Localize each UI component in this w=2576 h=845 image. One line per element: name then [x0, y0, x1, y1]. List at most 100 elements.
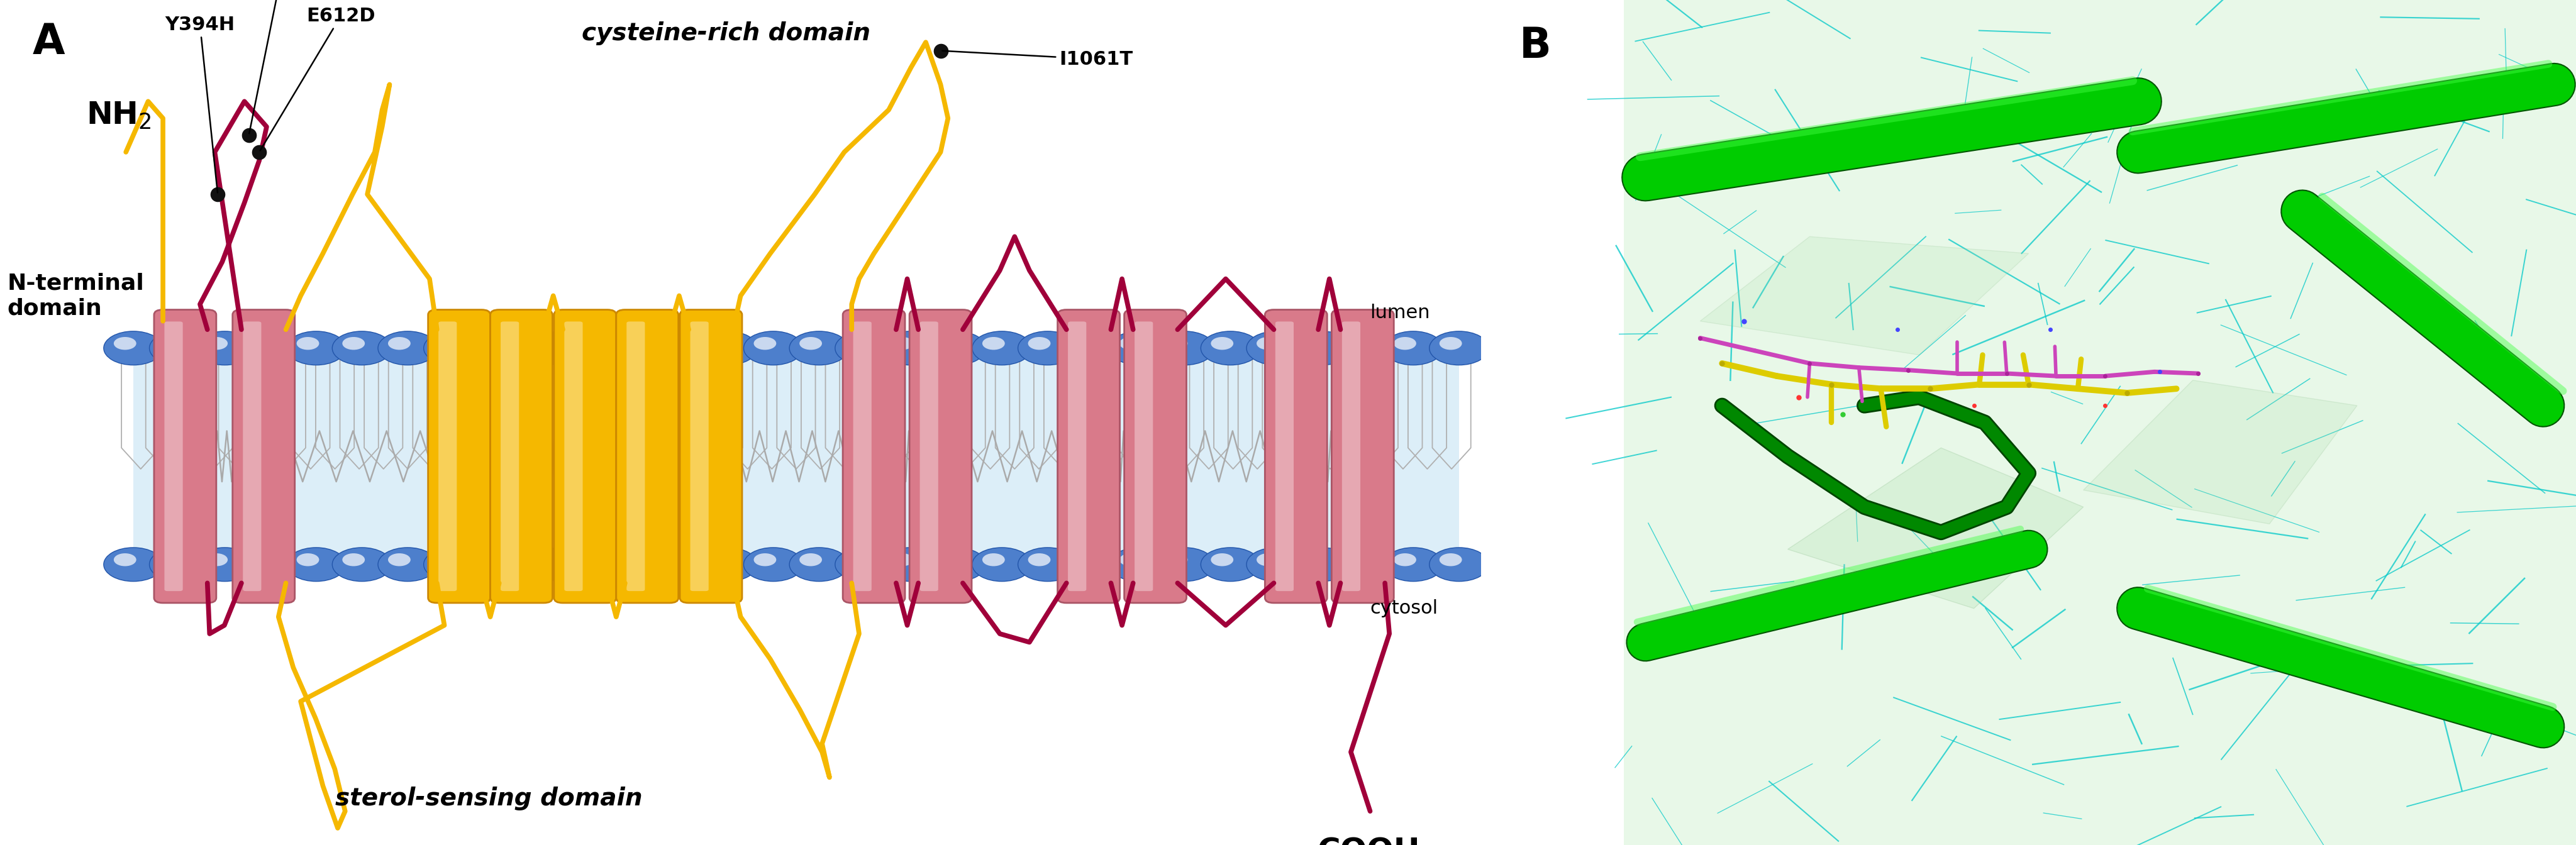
Circle shape — [1303, 337, 1324, 350]
Circle shape — [1347, 337, 1370, 350]
Circle shape — [526, 337, 549, 350]
Text: sterol-sensing domain: sterol-sensing domain — [335, 787, 641, 810]
Circle shape — [881, 331, 940, 365]
Circle shape — [662, 337, 685, 350]
FancyBboxPatch shape — [680, 310, 742, 603]
FancyBboxPatch shape — [1133, 322, 1154, 592]
Circle shape — [1383, 548, 1443, 581]
Circle shape — [1028, 337, 1051, 350]
Circle shape — [971, 331, 1030, 365]
Circle shape — [206, 553, 227, 566]
FancyBboxPatch shape — [842, 310, 904, 603]
Circle shape — [835, 331, 894, 365]
Text: cysteine-rich domain: cysteine-rich domain — [582, 21, 871, 45]
Circle shape — [1110, 548, 1170, 581]
Circle shape — [927, 548, 987, 581]
Polygon shape — [1788, 448, 2084, 608]
Circle shape — [698, 331, 757, 365]
Text: N-terminal
domain: N-terminal domain — [8, 273, 144, 319]
Circle shape — [526, 553, 549, 566]
Circle shape — [891, 337, 914, 350]
Circle shape — [296, 553, 319, 566]
Circle shape — [1028, 553, 1051, 566]
Circle shape — [515, 548, 574, 581]
Circle shape — [515, 331, 574, 365]
Circle shape — [652, 331, 711, 365]
Circle shape — [422, 548, 482, 581]
Circle shape — [206, 337, 227, 350]
Circle shape — [1247, 331, 1306, 365]
Circle shape — [250, 553, 273, 566]
FancyBboxPatch shape — [1123, 310, 1188, 603]
Circle shape — [744, 331, 804, 365]
Circle shape — [286, 331, 345, 365]
Circle shape — [616, 337, 639, 350]
Circle shape — [1337, 548, 1396, 581]
Circle shape — [149, 331, 209, 365]
FancyBboxPatch shape — [1059, 310, 1121, 603]
FancyBboxPatch shape — [500, 322, 518, 592]
Circle shape — [652, 548, 711, 581]
Circle shape — [845, 553, 868, 566]
Circle shape — [981, 553, 1005, 566]
Circle shape — [343, 337, 366, 350]
Circle shape — [1440, 337, 1463, 350]
Circle shape — [616, 553, 639, 566]
Text: COOH: COOH — [1316, 837, 1419, 845]
Circle shape — [562, 548, 621, 581]
Circle shape — [938, 553, 958, 566]
Circle shape — [927, 331, 987, 365]
Circle shape — [1257, 337, 1280, 350]
FancyBboxPatch shape — [1332, 310, 1394, 603]
Circle shape — [938, 337, 958, 350]
Circle shape — [605, 331, 665, 365]
Circle shape — [572, 553, 592, 566]
Circle shape — [469, 548, 528, 581]
Circle shape — [1200, 331, 1260, 365]
Circle shape — [240, 548, 299, 581]
Circle shape — [1164, 337, 1188, 350]
Circle shape — [1018, 331, 1077, 365]
Circle shape — [1394, 337, 1417, 350]
Circle shape — [788, 548, 848, 581]
Circle shape — [196, 548, 255, 581]
Circle shape — [1121, 553, 1141, 566]
Circle shape — [1247, 548, 1306, 581]
Circle shape — [605, 548, 665, 581]
FancyBboxPatch shape — [1265, 310, 1327, 603]
Circle shape — [296, 337, 319, 350]
Circle shape — [698, 548, 757, 581]
Circle shape — [196, 331, 255, 365]
Circle shape — [160, 337, 183, 350]
Circle shape — [389, 553, 410, 566]
Circle shape — [332, 331, 392, 365]
Circle shape — [103, 331, 162, 365]
Circle shape — [1257, 553, 1280, 566]
Circle shape — [799, 553, 822, 566]
FancyBboxPatch shape — [626, 322, 644, 592]
Circle shape — [1383, 331, 1443, 365]
Circle shape — [240, 331, 299, 365]
Circle shape — [250, 337, 273, 350]
FancyBboxPatch shape — [438, 322, 456, 592]
Circle shape — [572, 337, 592, 350]
FancyBboxPatch shape — [690, 322, 708, 592]
Circle shape — [1303, 553, 1324, 566]
FancyBboxPatch shape — [909, 310, 971, 603]
Circle shape — [343, 553, 366, 566]
Text: Y394H: Y394H — [165, 15, 234, 193]
Circle shape — [113, 553, 137, 566]
Text: A: A — [33, 21, 64, 63]
Bar — [134, 338, 1458, 575]
Circle shape — [1064, 331, 1123, 365]
Circle shape — [744, 548, 804, 581]
Circle shape — [1164, 553, 1188, 566]
Circle shape — [1074, 337, 1097, 350]
Text: lumen: lumen — [1370, 303, 1430, 322]
FancyBboxPatch shape — [1069, 322, 1087, 592]
Circle shape — [1211, 553, 1234, 566]
Circle shape — [1110, 331, 1170, 365]
Circle shape — [1154, 331, 1213, 365]
FancyBboxPatch shape — [155, 310, 216, 603]
FancyBboxPatch shape — [232, 310, 294, 603]
